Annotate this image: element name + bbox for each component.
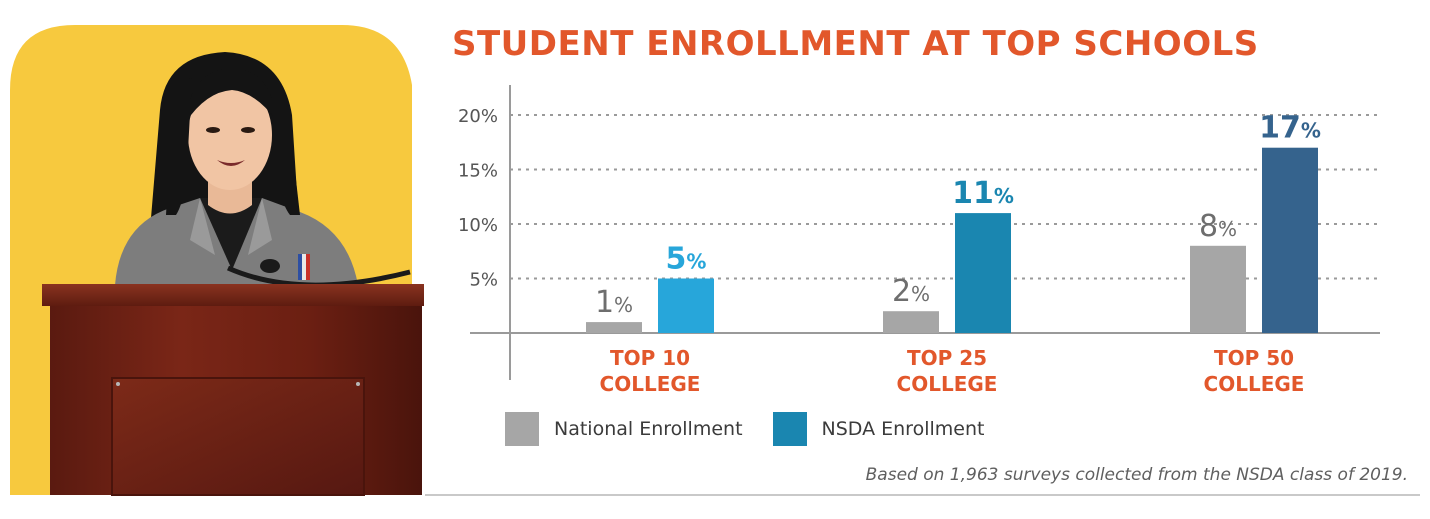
value-label-number: 5 bbox=[666, 242, 687, 277]
speaker-at-podium-illustration bbox=[10, 25, 424, 496]
value-label-unit: % bbox=[614, 293, 633, 317]
podium-top bbox=[42, 284, 424, 306]
value-label-unit: % bbox=[994, 184, 1014, 208]
y-tick-label-15: 15% bbox=[458, 161, 498, 182]
legend-label-national: National Enrollment bbox=[554, 418, 743, 440]
y-tick-label-5: 5% bbox=[469, 270, 498, 291]
bar-national-1 bbox=[883, 311, 939, 333]
value-label-unit: % bbox=[686, 250, 706, 274]
value-label-number: 1 bbox=[595, 285, 614, 320]
legend-item-national: National Enrollment bbox=[505, 412, 743, 446]
value-label-nsda-1: 11% bbox=[952, 176, 1014, 211]
bottom-divider bbox=[425, 494, 1420, 496]
bar-national-0 bbox=[586, 322, 642, 333]
chart-legend: National Enrollment NSDA Enrollment bbox=[505, 412, 1014, 446]
value-label-number: 2 bbox=[892, 274, 911, 309]
value-label-national-2: 8% bbox=[1199, 209, 1237, 244]
category-label-line1-2: TOP 50 bbox=[1214, 346, 1294, 370]
value-label-number: 8 bbox=[1199, 209, 1218, 244]
value-label-unit: % bbox=[911, 282, 930, 306]
face bbox=[188, 80, 272, 190]
category-label-line2-1: COLLEGE bbox=[897, 372, 998, 395]
bar-nsda-0 bbox=[658, 278, 714, 333]
legend-label-nsda: NSDA Enrollment bbox=[821, 418, 985, 440]
legend-swatch-national bbox=[505, 412, 539, 446]
survey-footnote: Based on 1,963 surveys collected from th… bbox=[865, 465, 1408, 485]
legend-swatch-nsda bbox=[772, 412, 807, 446]
value-label-unit: % bbox=[1218, 217, 1237, 241]
value-label-national-1: 2% bbox=[892, 274, 930, 309]
y-tick-label-10: 10% bbox=[458, 215, 498, 236]
chart-title: STUDENT ENROLLMENT AT TOP SCHOOLS bbox=[452, 24, 1259, 64]
value-label-national-0: 1% bbox=[595, 285, 633, 320]
bar-national-2 bbox=[1190, 245, 1246, 333]
y-tick-label-20: 20% bbox=[458, 106, 498, 127]
category-label-line1-1: TOP 25 bbox=[907, 346, 987, 370]
bar-nsda-2 bbox=[1262, 147, 1318, 333]
value-label-number: 17 bbox=[1259, 111, 1301, 146]
speaker-photo bbox=[0, 0, 425, 519]
category-label-line1-0: TOP 10 bbox=[610, 346, 690, 370]
legend-item-nsda: NSDA Enrollment bbox=[772, 412, 985, 446]
value-label-number: 11 bbox=[952, 176, 994, 211]
value-label-nsda-0: 5% bbox=[666, 242, 707, 277]
bar-nsda-1 bbox=[955, 213, 1011, 333]
value-label-unit: % bbox=[1301, 119, 1321, 143]
category-label-line2-0: COLLEGE bbox=[600, 372, 701, 395]
value-label-nsda-2: 17% bbox=[1259, 111, 1321, 146]
category-label-line2-2: COLLEGE bbox=[1204, 372, 1305, 395]
